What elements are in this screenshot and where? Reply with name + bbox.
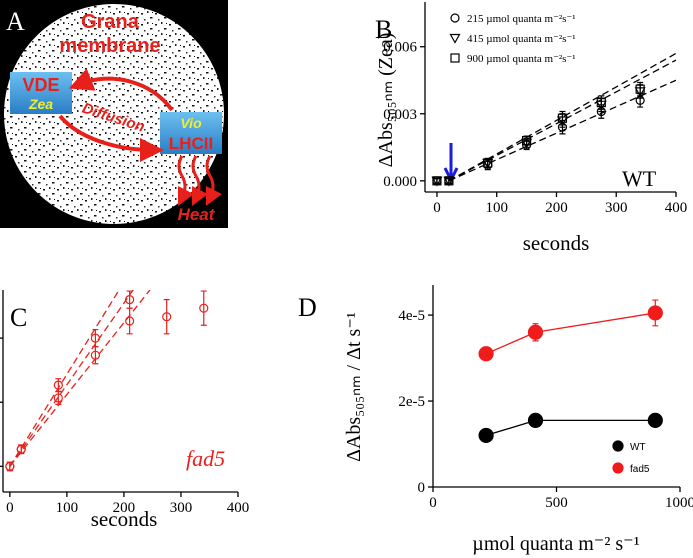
legend-marker bbox=[450, 13, 460, 23]
x-tick-label: 500 bbox=[545, 495, 568, 511]
marker bbox=[5, 461, 15, 471]
marker bbox=[478, 427, 494, 444]
vde-box bbox=[10, 72, 72, 114]
box-sublabel: Zea bbox=[28, 96, 53, 112]
panel-label: D bbox=[298, 293, 317, 322]
x-axis-label: µmol quanta m⁻² s⁻¹ bbox=[472, 533, 639, 555]
marker bbox=[125, 295, 135, 305]
y-tick-label: 4e-5 bbox=[398, 308, 425, 324]
annotation: WT bbox=[622, 166, 657, 191]
marker bbox=[557, 113, 568, 123]
fit-line bbox=[9, 290, 151, 467]
legend-label: WT bbox=[630, 442, 646, 453]
legend-marker bbox=[612, 440, 624, 452]
plot-area bbox=[9, 290, 151, 467]
y-axis-label: ΔAbs₅₀₅ₙₘ / Δt s⁻¹ bbox=[343, 312, 365, 462]
x-tick-label: 400 bbox=[227, 500, 250, 516]
error-bar bbox=[433, 177, 440, 184]
marker bbox=[647, 412, 663, 428]
x-tick-label: 100 bbox=[56, 500, 79, 516]
error-bar bbox=[200, 290, 207, 326]
marker bbox=[527, 324, 544, 340]
diagram-panel: A Grana membrane VDE Zea Vio LHCII Diffu… bbox=[0, 0, 228, 228]
title-line: Grana bbox=[81, 11, 140, 33]
x-tick-label: 0 bbox=[429, 495, 437, 511]
start-arrow bbox=[443, 143, 459, 184]
marker bbox=[53, 393, 63, 403]
title-line: membrane bbox=[59, 35, 160, 57]
y-axis-label: ΔAbs₅₀₅ₙₘ (Zea) bbox=[375, 33, 397, 168]
x-tick-label: 0 bbox=[433, 200, 441, 216]
error-bar bbox=[445, 177, 452, 184]
output-label: Heat bbox=[178, 205, 216, 224]
marker bbox=[90, 350, 101, 360]
membrane-disc bbox=[4, 4, 224, 224]
arrow bbox=[68, 68, 174, 112]
marker bbox=[635, 84, 645, 94]
marker bbox=[432, 176, 442, 186]
fit-line bbox=[448, 59, 676, 182]
panel-label: B bbox=[375, 15, 392, 44]
error-bar bbox=[92, 328, 99, 348]
fit-line bbox=[9, 290, 120, 467]
x-tick-label: 200 bbox=[545, 200, 568, 216]
legend-marker bbox=[450, 53, 460, 63]
marker bbox=[53, 380, 63, 390]
series-line bbox=[485, 419, 656, 437]
marker bbox=[199, 303, 209, 313]
marker bbox=[162, 312, 172, 322]
x-tick-label: 100 bbox=[485, 200, 508, 216]
marker bbox=[478, 346, 494, 362]
marker bbox=[596, 97, 606, 108]
error-bar bbox=[163, 299, 170, 335]
legend-label: 415 µmol quanta m⁻²s⁻¹ bbox=[467, 33, 576, 45]
x-tick-label: 0 bbox=[6, 500, 14, 516]
heat-arrow bbox=[205, 155, 223, 207]
lhcii-box bbox=[160, 112, 222, 154]
marker bbox=[125, 316, 135, 326]
marker bbox=[527, 412, 544, 428]
y-tick-label: 0.003 bbox=[383, 107, 417, 123]
marker bbox=[483, 158, 493, 168]
box-label: VDE bbox=[22, 75, 59, 95]
box-label: LHCII bbox=[169, 134, 213, 153]
series-line bbox=[485, 312, 656, 355]
error-bar bbox=[126, 290, 133, 309]
x-tick-label: 200 bbox=[113, 500, 136, 516]
marker bbox=[647, 305, 663, 321]
fit-line bbox=[9, 290, 134, 467]
x-axis-label: seconds bbox=[91, 507, 158, 531]
marker bbox=[16, 444, 26, 454]
legend-marker bbox=[612, 462, 624, 474]
x-axis-label: seconds bbox=[523, 231, 590, 255]
plot-area bbox=[485, 312, 656, 437]
legend-label: fad5 bbox=[630, 464, 650, 475]
annotation: fad5 bbox=[186, 446, 225, 471]
marker bbox=[444, 176, 454, 186]
panel-label: A bbox=[6, 7, 25, 36]
panel-label: C bbox=[10, 303, 27, 332]
y-tick-label: 0.000 bbox=[383, 174, 417, 190]
x-tick-label: 300 bbox=[605, 200, 628, 216]
y-tick-label: 0.006 bbox=[383, 40, 417, 56]
x-tick-label: 1000 bbox=[665, 495, 693, 511]
marker bbox=[90, 333, 101, 343]
heat-arrow bbox=[191, 155, 209, 207]
box-sublabel: Vio bbox=[180, 115, 202, 131]
legend-marker bbox=[449, 33, 461, 44]
x-tick-label: 400 bbox=[665, 200, 688, 216]
legend-label: 900 µmol quanta m⁻²s⁻¹ bbox=[467, 53, 576, 65]
x-tick-label: 300 bbox=[170, 500, 193, 516]
y-tick-label: 0 bbox=[418, 480, 426, 496]
arrow bbox=[58, 114, 164, 162]
heat-arrow bbox=[177, 155, 195, 207]
legend-label: 215 µmol quanta m⁻²s⁻¹ bbox=[467, 13, 576, 25]
error-bar bbox=[126, 307, 133, 335]
y-tick-label: 2e-5 bbox=[398, 394, 425, 410]
marker bbox=[521, 135, 532, 146]
